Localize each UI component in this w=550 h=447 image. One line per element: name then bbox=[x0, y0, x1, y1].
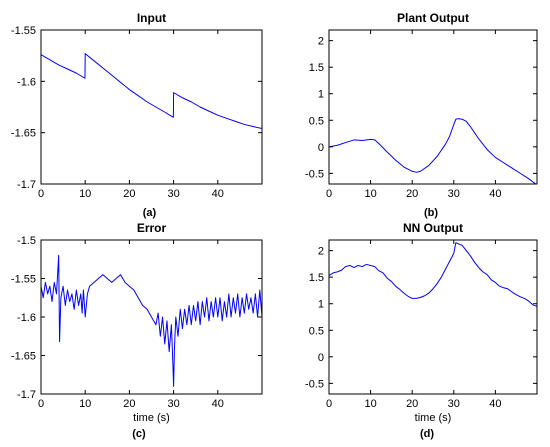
x-axis-label-d: time (s) bbox=[415, 412, 452, 424]
y-tick-label-a-0: -1.7 bbox=[17, 179, 36, 191]
x-tick-label-c-0: 0 bbox=[38, 398, 44, 410]
y-tick-label-c-4: -1.5 bbox=[17, 235, 36, 247]
panel-caption-d: (d) bbox=[420, 428, 434, 440]
x-tick-label-d-2: 20 bbox=[406, 398, 418, 410]
panel-title-b: Plant Output bbox=[397, 11, 469, 25]
plot-frame-a bbox=[40, 29, 263, 185]
plot-frame-b bbox=[328, 29, 538, 185]
x-tick-label-a-4: 40 bbox=[212, 188, 224, 200]
panel-title-c: Error bbox=[137, 221, 167, 235]
y-tick-label-d-5: 2 bbox=[318, 246, 324, 258]
x-tick-label-c-3: 30 bbox=[167, 398, 179, 410]
x-tick-label-b-4: 40 bbox=[489, 188, 501, 200]
x-tick-label-b-2: 20 bbox=[406, 188, 418, 200]
panel-caption-c: (c) bbox=[132, 428, 146, 440]
series-line-d-0 bbox=[329, 242, 537, 307]
x-tick-label-a-1: 10 bbox=[79, 188, 91, 200]
y-tick-label-b-2: 0.5 bbox=[309, 115, 324, 127]
x-tick-label-d-3: 30 bbox=[448, 398, 460, 410]
x-tick-label-b-1: 10 bbox=[364, 188, 376, 200]
x-tick-label-a-3: 30 bbox=[167, 188, 179, 200]
y-tick-label-a-2: -1.6 bbox=[17, 76, 36, 88]
x-tick-label-d-1: 10 bbox=[364, 398, 376, 410]
y-tick-label-b-0: -0.5 bbox=[305, 168, 324, 180]
panel-title-a: Input bbox=[137, 11, 166, 25]
y-tick-label-d-2: 0.5 bbox=[309, 325, 324, 337]
y-tick-label-b-5: 2 bbox=[318, 36, 324, 48]
series-line-c-0 bbox=[41, 254, 262, 387]
panel-c: 0 10 20 30 40 -1.7 -1.65 -1.6 -1.55 -1.5 Error time… bbox=[11, 221, 263, 440]
series-line-a-0 bbox=[41, 53, 262, 130]
y-tick-label-a-3: -1.55 bbox=[11, 25, 36, 37]
x-tick-label-c-4: 40 bbox=[212, 398, 224, 410]
x-axis-label-c: time (s) bbox=[133, 412, 170, 424]
x-tick-label-c-1: 10 bbox=[79, 398, 91, 410]
x-tick-label-b-3: 30 bbox=[448, 188, 460, 200]
panel-caption-a: (a) bbox=[143, 207, 157, 219]
panel-title-d: NN Output bbox=[403, 221, 463, 235]
x-tick-label-a-0: 0 bbox=[38, 188, 44, 200]
y-tick-label-d-4: 1.5 bbox=[309, 272, 324, 284]
y-tick-label-c-0: -1.7 bbox=[17, 389, 36, 401]
y-tick-label-c-1: -1.65 bbox=[11, 351, 36, 363]
y-tick-label-b-3: 1 bbox=[318, 89, 324, 101]
y-tick-label-d-0: -0.5 bbox=[305, 378, 324, 390]
y-tick-label-d-3: 1 bbox=[318, 299, 324, 311]
y-tick-label-c-2: -1.6 bbox=[17, 312, 36, 324]
plot-frame-d bbox=[328, 239, 538, 395]
panel-caption-b: (b) bbox=[424, 207, 438, 219]
x-tick-label-b-0: 0 bbox=[326, 188, 332, 200]
series-line-b-0 bbox=[329, 118, 537, 184]
y-tick-label-b-4: 1.5 bbox=[309, 62, 324, 74]
x-tick-label-d-4: 40 bbox=[489, 398, 501, 410]
panel-a: 0 10 20 30 40 -1.7 -1.65 -1.6 -1.55 Input (a) bbox=[11, 11, 263, 219]
x-tick-label-c-2: 20 bbox=[123, 398, 135, 410]
y-tick-label-b-1: 0 bbox=[318, 142, 324, 154]
y-tick-label-d-1: 0 bbox=[318, 352, 324, 364]
y-tick-label-c-3: -1.55 bbox=[11, 274, 36, 286]
x-tick-label-a-2: 20 bbox=[123, 188, 135, 200]
y-tick-label-a-1: -1.65 bbox=[11, 128, 36, 140]
x-tick-label-d-0: 0 bbox=[326, 398, 332, 410]
